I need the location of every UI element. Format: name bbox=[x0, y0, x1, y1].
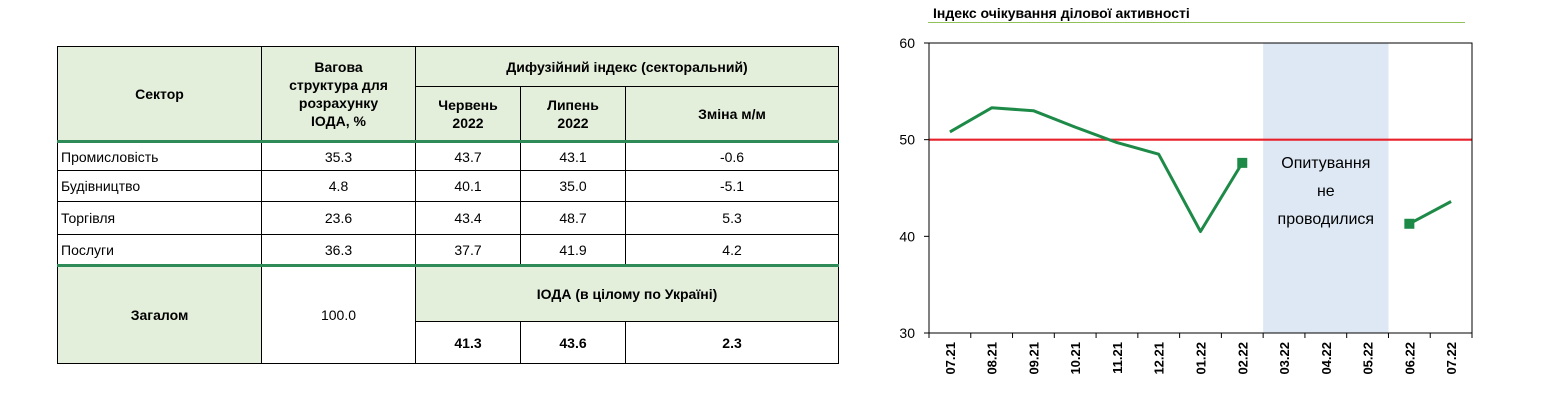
table-row: Промисловість 35.3 43.7 43.1 -0.6 bbox=[57, 140, 840, 171]
row-july: 43.1 bbox=[520, 140, 626, 171]
data-point-marker bbox=[1404, 218, 1415, 229]
row-sector: Торгівля bbox=[57, 201, 262, 235]
total-label: Загалом bbox=[57, 264, 262, 364]
row-change: 4.2 bbox=[624, 234, 840, 266]
table-row: Торгівля 23.6 43.4 48.7 5.3 bbox=[57, 201, 840, 235]
x-tick-label: 04.22 bbox=[1319, 342, 1334, 375]
header-weight: Вагова структура для розрахунку ІОДА, % bbox=[261, 46, 416, 142]
total-june: 41.3 bbox=[415, 321, 521, 364]
table-row: Будівництво 4.8 40.1 35.0 -5.1 bbox=[57, 170, 840, 202]
x-tick-label: 10.21 bbox=[1068, 342, 1083, 375]
sector-index-table: Сектор Вагова структура для розрахунку І… bbox=[57, 46, 840, 364]
row-june: 43.4 bbox=[415, 201, 521, 235]
row-sector: Промисловість bbox=[57, 140, 262, 171]
total-july: 43.6 bbox=[520, 321, 626, 364]
header-july: Липень 2022 bbox=[520, 86, 626, 142]
x-tick-label: 03.22 bbox=[1277, 342, 1292, 375]
row-change: -5.1 bbox=[624, 170, 840, 202]
y-tick-label: 30 bbox=[899, 325, 915, 341]
row-july: 48.7 bbox=[520, 201, 626, 235]
series-line bbox=[949, 106, 1452, 233]
row-change: 5.3 bbox=[624, 201, 840, 235]
row-weight: 36.3 bbox=[261, 234, 416, 266]
x-tick-label: 08.21 bbox=[985, 342, 1000, 375]
x-tick-label: 05.22 bbox=[1361, 342, 1376, 375]
x-tick-label: 06.22 bbox=[1402, 342, 1417, 375]
total-weight: 100.0 bbox=[261, 264, 416, 364]
x-tick-label: 01.22 bbox=[1194, 342, 1209, 375]
x-tick-label: 11.21 bbox=[1110, 342, 1125, 374]
no-survey-note-line-1: Опитування bbox=[1281, 155, 1370, 172]
plot-border bbox=[928, 42, 1473, 334]
ioda-label: ІОДА (в цілому по Україні) bbox=[414, 264, 840, 322]
x-tick-label: 07.22 bbox=[1444, 342, 1459, 375]
header-june: Червень 2022 bbox=[415, 86, 521, 142]
y-tick-label: 50 bbox=[899, 132, 915, 148]
row-sector: Послуги bbox=[57, 234, 262, 266]
plot-frame bbox=[928, 42, 1473, 334]
y-tick-label: 40 bbox=[899, 228, 915, 244]
row-june: 40.1 bbox=[415, 170, 521, 202]
title-underline bbox=[928, 22, 1465, 23]
no-survey-region bbox=[1263, 43, 1389, 333]
row-sector: Будівництво bbox=[57, 170, 262, 202]
chart-title: Індекс очікування ділової активності bbox=[933, 5, 1190, 21]
row-weight: 23.6 bbox=[261, 201, 416, 235]
x-tick-label: 09.21 bbox=[1026, 342, 1041, 375]
table-row: Послуги 36.3 37.7 41.9 4.2 bbox=[57, 234, 840, 266]
x-tick-label: 02.22 bbox=[1235, 342, 1250, 375]
x-tick-label: 07.21 bbox=[943, 342, 958, 375]
header-diffusion: Дифузійний індекс (секторальний) bbox=[414, 46, 840, 87]
header-sector: Сектор bbox=[57, 46, 262, 142]
no-survey-note-line-3: проводилися bbox=[1278, 211, 1375, 228]
row-weight: 4.8 bbox=[261, 170, 416, 202]
total-change: 2.3 bbox=[624, 321, 840, 364]
row-july: 41.9 bbox=[520, 234, 626, 266]
y-tick-label: 60 bbox=[899, 35, 915, 51]
row-june: 37.7 bbox=[415, 234, 521, 266]
business-expectations-chart: 30 40 50 60 07.21 08.21 09.21 10.21 11.21 12.21 0… bbox=[899, 35, 1473, 375]
x-tick-label: 12.21 bbox=[1152, 342, 1167, 375]
row-change: -0.6 bbox=[624, 140, 840, 171]
row-july: 35.0 bbox=[520, 170, 626, 202]
data-point-marker bbox=[1237, 157, 1248, 168]
no-survey-note-line-2: не bbox=[1317, 183, 1335, 200]
row-weight: 35.3 bbox=[261, 140, 416, 171]
row-june: 43.7 bbox=[415, 140, 521, 171]
header-change: Зміна м/м bbox=[624, 86, 840, 142]
